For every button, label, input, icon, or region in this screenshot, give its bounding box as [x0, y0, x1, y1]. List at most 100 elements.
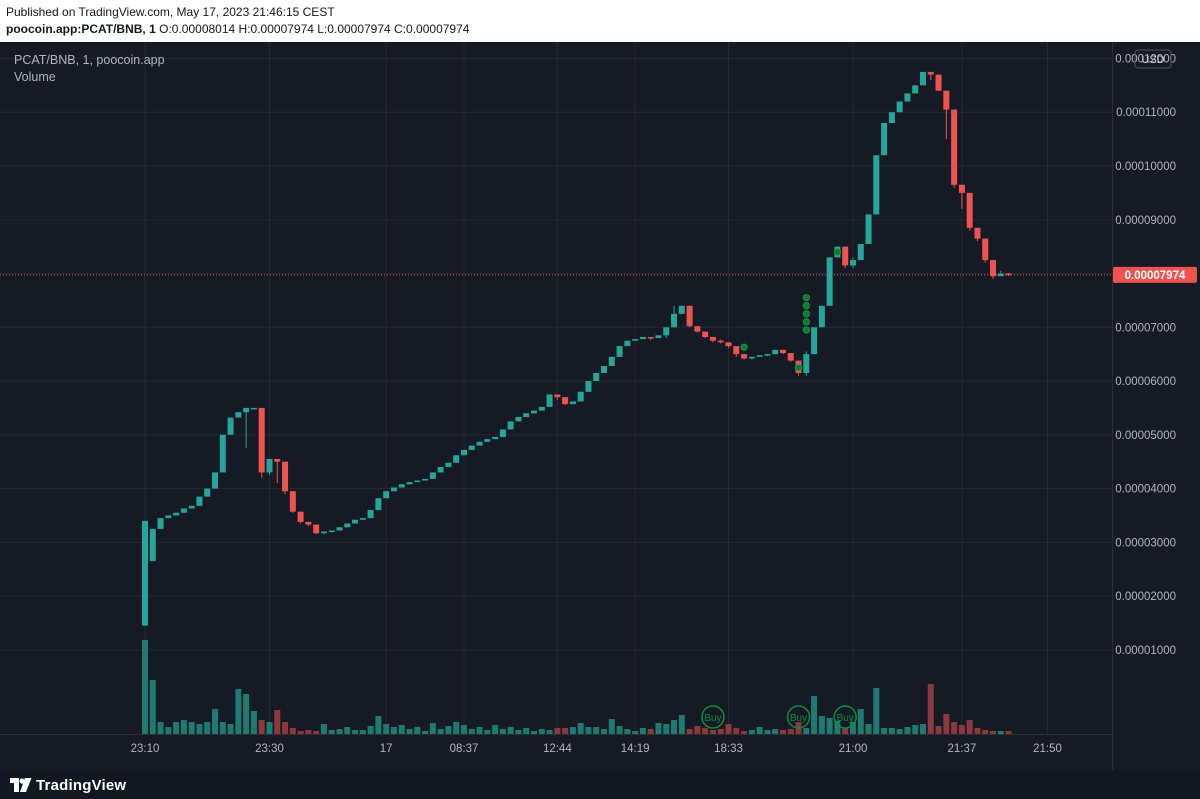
- candle: [865, 214, 872, 244]
- candle: [523, 413, 530, 418]
- signal-marks: Buy Buy Buy: [701, 248, 857, 729]
- candle: [826, 257, 833, 306]
- x-tick-label: 17: [380, 743, 393, 755]
- volume-bar: [367, 726, 374, 734]
- signal-dot: [802, 302, 810, 310]
- volume-bar: [499, 729, 506, 734]
- candle: [912, 85, 919, 94]
- candle: [328, 530, 335, 533]
- candle: [445, 462, 452, 468]
- volume-bar: [678, 715, 685, 734]
- candle: [873, 155, 880, 215]
- last-price-text: 0.00007974: [1125, 270, 1186, 282]
- volume-bar: [702, 728, 709, 734]
- candle: [250, 407, 257, 410]
- candle: [671, 305, 678, 328]
- volume-bar: [250, 711, 257, 734]
- candle: [997, 270, 1004, 277]
- volume-bar: [515, 730, 522, 734]
- buy-signal-label: Buy: [837, 713, 854, 724]
- symbol-name: poocoin.app:PCAT/BNB, 1: [6, 22, 156, 36]
- x-tick-label: 08:37: [450, 743, 479, 755]
- volume-bar: [803, 728, 810, 734]
- time-axis: 23:10 23:30 17 08:37 12:44 14:19 18:33 21:00 21:…: [131, 743, 1062, 755]
- volume-bar: [429, 723, 436, 734]
- volume-bar: [453, 722, 460, 734]
- volume-bar: [460, 725, 467, 734]
- candle: [787, 353, 794, 363]
- volume-bar: [437, 729, 444, 734]
- candle: [243, 407, 250, 449]
- y-tick-label: 0.00011000: [1116, 107, 1176, 119]
- volume-bar: [359, 730, 366, 734]
- volume-bar: [593, 727, 600, 734]
- y-tick-label: 0.00007000: [1115, 322, 1176, 334]
- candle: [857, 243, 864, 261]
- candle: [266, 458, 273, 476]
- volume-bar: [188, 722, 195, 734]
- candle: [585, 381, 592, 392]
- buy-signal-icon: Buy: [833, 705, 857, 729]
- volume-bar: [842, 728, 849, 734]
- chart-svg[interactable]: Buy Buy Buy 0.00001000 0.00002000 0.00003000…: [0, 42, 1200, 770]
- candle: [390, 487, 397, 492]
- volume-bar: [507, 727, 514, 734]
- candle: [227, 417, 234, 435]
- volume-bar: [219, 722, 226, 734]
- candle: [258, 407, 265, 478]
- candle: [188, 505, 195, 509]
- candle: [468, 445, 475, 450]
- y-tick-label: 0.00004000: [1115, 484, 1176, 496]
- volume-bar: [320, 724, 327, 734]
- volume-bar: [157, 722, 164, 734]
- volume-bar: [289, 728, 296, 734]
- volume-bar: [943, 714, 950, 734]
- volume-bar: [818, 716, 825, 734]
- tradingview-logo[interactable]: TradingView: [10, 775, 126, 795]
- signal-dot: [802, 326, 810, 334]
- volume-bar: [235, 689, 242, 734]
- candle: [881, 122, 888, 156]
- volume-bar: [165, 727, 172, 734]
- currency-label: USD: [1141, 54, 1164, 66]
- volume-bar: [990, 731, 997, 734]
- legend-volume: Volume: [14, 70, 56, 84]
- volume-bar: [398, 725, 405, 734]
- volume-bar: [966, 720, 973, 734]
- volume-bar: [686, 729, 693, 734]
- currency-button[interactable]: USD: [1134, 49, 1172, 69]
- volume-bar: [849, 722, 856, 734]
- candle: [460, 449, 467, 456]
- candle: [717, 339, 724, 344]
- volume-bar: [476, 727, 483, 734]
- volume-bar: [857, 709, 864, 734]
- volume-bar: [577, 723, 584, 734]
- volume-bar: [149, 680, 156, 734]
- volume-bar: [313, 731, 320, 734]
- volume-bar: [896, 729, 903, 734]
- volume-bar: [406, 729, 413, 734]
- candle: [896, 101, 903, 113]
- volume-bar: [180, 720, 187, 734]
- low-value: L:0.00007974: [317, 22, 391, 36]
- volume-bar: [694, 726, 701, 734]
- volume-bar: [725, 724, 732, 734]
- volume-bar: [717, 729, 724, 734]
- volume-bar: [741, 731, 748, 734]
- candle: [352, 519, 359, 524]
- candle: [492, 436, 499, 440]
- y-tick-label: 0.00005000: [1115, 430, 1176, 442]
- volume-bar: [873, 688, 880, 734]
- candle: [601, 365, 608, 373]
- candle: [429, 472, 436, 479]
- volume-bar: [1005, 731, 1012, 734]
- x-tick-label: 21:00: [839, 743, 868, 755]
- buy-signal-icon: Buy: [786, 705, 811, 729]
- candle: [920, 71, 926, 86]
- candle: [702, 331, 709, 339]
- chart-area[interactable]: Buy Buy Buy 0.00001000 0.00002000 0.00003000…: [0, 42, 1200, 770]
- candle: [608, 356, 615, 366]
- candle: [219, 434, 226, 473]
- volume-bar: [484, 730, 491, 734]
- volume-bar: [546, 730, 553, 734]
